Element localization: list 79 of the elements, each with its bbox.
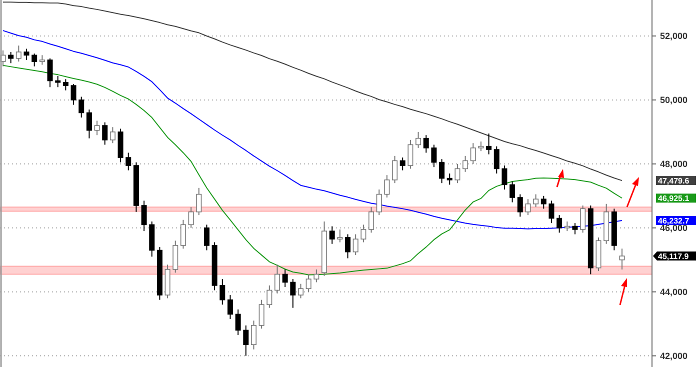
candlestick <box>478 141 484 152</box>
candlestick <box>376 188 382 216</box>
candlestick <box>110 126 116 144</box>
line-series <box>2 30 622 230</box>
candlestick <box>258 299 264 330</box>
candlestick <box>47 58 53 88</box>
candlestick <box>188 206 194 228</box>
candlestick <box>431 144 437 168</box>
candlestick <box>32 53 38 67</box>
candlestick <box>556 214 562 234</box>
candlestick <box>298 283 304 299</box>
y-tick-label: 52,000 <box>660 31 688 42</box>
candlestick <box>126 152 132 171</box>
candlestick <box>196 187 202 216</box>
y-tick-label: 42,000 <box>660 350 688 361</box>
candlestick <box>525 198 531 216</box>
candlestick <box>345 234 351 259</box>
candlestick <box>274 264 280 294</box>
candlestick <box>352 234 358 256</box>
candlestick <box>337 228 343 243</box>
candlestick <box>502 165 508 190</box>
candlestick <box>70 83 76 106</box>
candlestick <box>384 174 390 198</box>
text: 46,232.7 <box>658 216 690 226</box>
candlestick <box>446 173 452 186</box>
candlestick <box>78 96 84 118</box>
y-tick-label: 48,000 <box>660 159 688 170</box>
text: 46,925.1 <box>658 194 690 203</box>
candlestick <box>290 278 296 308</box>
candlestick <box>572 222 578 235</box>
candlestick <box>462 155 468 172</box>
candlestick <box>564 220 570 232</box>
candlestick <box>619 248 625 270</box>
candlestick <box>423 134 429 154</box>
text: 47,479.6 <box>658 176 690 186</box>
candlestick <box>533 194 539 208</box>
candlestick <box>16 45 22 62</box>
line-series <box>2 2 622 182</box>
candlestick <box>266 284 272 308</box>
candlestick <box>243 324 249 356</box>
candlestick <box>227 294 233 320</box>
candlestick <box>235 308 241 336</box>
candlestick <box>204 224 210 251</box>
candlestick <box>486 133 492 155</box>
candlestick <box>250 320 256 350</box>
candlestick <box>180 219 186 250</box>
candlestick <box>454 163 460 184</box>
candlestick <box>62 78 68 91</box>
candlestick <box>400 157 406 171</box>
candlestick <box>517 194 523 218</box>
candlestick <box>329 226 335 244</box>
text: 45,117.9 <box>658 252 690 261</box>
candlestick <box>548 200 554 224</box>
candlestick <box>510 181 516 203</box>
candlestick <box>94 120 100 136</box>
candlestick <box>39 54 45 66</box>
candlestick <box>416 131 422 148</box>
candlestick <box>102 122 108 146</box>
candlestick <box>580 204 586 234</box>
candlestick <box>408 139 414 170</box>
y-tick-label: 50,000 <box>660 95 688 106</box>
candlestick <box>55 75 61 88</box>
candlestick <box>141 200 147 232</box>
candlestick <box>368 206 374 234</box>
candlestick <box>220 278 226 306</box>
candlestick <box>172 240 178 274</box>
candlestick <box>439 158 445 184</box>
candlestick <box>282 268 288 288</box>
y-tick-label: 44,000 <box>660 286 688 297</box>
candlestick <box>360 224 366 243</box>
candlestick <box>24 48 30 60</box>
candlestick <box>494 146 500 174</box>
candlestick <box>470 142 476 164</box>
candlestick <box>306 274 312 292</box>
candlestick <box>540 195 546 210</box>
candlestick <box>314 268 320 283</box>
candlestick <box>86 109 92 139</box>
candlestick <box>392 155 398 184</box>
candlestick <box>8 51 14 64</box>
